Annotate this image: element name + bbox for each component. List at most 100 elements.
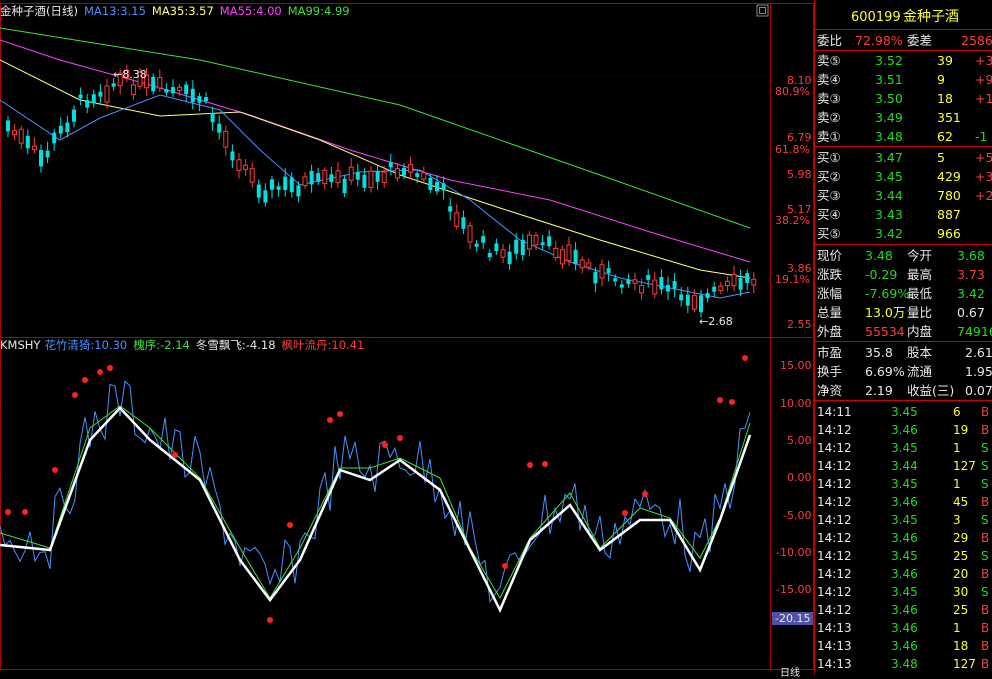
indicator-value-3: 冬雪飘飞:-4.18 <box>195 338 276 352</box>
fund-label: 市盈 <box>817 345 843 360</box>
ask-price: 3.49 <box>875 110 903 125</box>
signal-dot <box>622 510 628 516</box>
window-toggle-button[interactable] <box>756 4 769 17</box>
tick-volume: 1 <box>953 441 961 455</box>
candle-body <box>474 243 479 247</box>
indicator-line-blue <box>0 380 751 604</box>
candle-body <box>190 88 195 103</box>
candle-body <box>679 294 684 301</box>
candle-body <box>705 292 710 299</box>
candle-body <box>500 249 506 258</box>
divider <box>815 50 992 51</box>
candle-body <box>381 171 387 183</box>
tick-side: S <box>981 459 989 473</box>
tick-price: 3.46 <box>891 621 918 635</box>
tick-side: B <box>981 639 990 653</box>
period-label[interactable]: 日线 <box>780 668 800 679</box>
tick-volume: 3 <box>953 513 961 527</box>
candle-body <box>210 113 215 123</box>
tick-time: 14:13 <box>817 639 852 653</box>
candle-body <box>243 164 249 170</box>
indicator-axis-label: 0.00 <box>787 471 812 484</box>
bid-change: +35 <box>975 169 992 184</box>
candle-body <box>25 135 30 149</box>
tick-side: B <box>981 495 990 509</box>
bid-change: +5 <box>975 150 992 165</box>
candle-body <box>151 76 156 92</box>
candle-body <box>52 132 57 144</box>
candle-body <box>428 177 433 191</box>
price-axis-label: 8.10 <box>787 74 812 87</box>
candle-body <box>65 122 70 133</box>
signal-dot <box>382 442 388 448</box>
signal-dot <box>502 563 508 569</box>
tick-time: 14:12 <box>817 531 852 545</box>
quote-label: 涨幅 <box>817 286 843 301</box>
candle-body <box>39 150 43 167</box>
ask-label: 卖③ <box>817 91 841 106</box>
quote-label: 内盘 <box>907 324 933 339</box>
signal-dot <box>337 411 343 417</box>
indicator-current-value: -20.15 <box>772 612 814 625</box>
quote-value: 0.67 <box>957 305 985 320</box>
candle-body <box>738 277 743 290</box>
candle-body <box>553 247 559 258</box>
tick-side: S <box>981 441 989 455</box>
quote-value: 74916 <box>957 324 992 339</box>
ma13-value: MA13:3.15 <box>83 4 146 18</box>
price-axis-label: 80.9% <box>775 85 810 98</box>
quote-label: 今开 <box>907 248 933 263</box>
candle-body <box>724 280 730 287</box>
candle-body <box>375 170 380 182</box>
signal-dot <box>172 452 178 458</box>
indicator-axis-label: -15.00 <box>776 583 812 596</box>
candle-body <box>745 273 750 283</box>
tick-volume: 29 <box>953 531 969 545</box>
candle-body <box>421 172 427 180</box>
candle-body <box>619 284 624 288</box>
price-axis-label: 5.17 <box>787 203 812 216</box>
ask-price: 3.51 <box>875 72 903 87</box>
candle-body <box>507 251 512 265</box>
tick-time: 14:13 <box>817 657 852 671</box>
ask-change: +39 <box>975 53 992 68</box>
candle-body <box>111 83 116 87</box>
tick-row: 14:12 3.45 1 S <box>815 439 992 457</box>
candle-body <box>448 206 453 212</box>
chart-area[interactable]: 金种子酒(日线) MA13:3.15 MA35:3.57 MA55:4.00 MA99:… <box>0 0 814 679</box>
tick-time: 14:12 <box>817 459 852 473</box>
candle-body <box>256 184 261 198</box>
quote-value: 55534 <box>865 324 905 339</box>
ask-change: +9 <box>975 72 992 87</box>
stock-code: 600199 <box>851 10 901 25</box>
candle-body <box>316 173 321 182</box>
diff-value: 2586 <box>961 33 992 48</box>
fund-label: 换手 <box>817 364 843 379</box>
tick-price: 3.46 <box>891 567 918 581</box>
bid-price: 3.44 <box>875 188 903 203</box>
candle-body <box>461 217 466 229</box>
ma13-line <box>0 94 751 299</box>
candle-body <box>514 239 519 254</box>
candle-body <box>685 294 690 306</box>
tick-time: 14:12 <box>817 441 852 455</box>
ask-row: 卖④ 3.51 9 +9 <box>815 70 992 89</box>
candle-body <box>731 273 737 287</box>
candle-body <box>164 88 169 93</box>
candle-body <box>58 125 63 134</box>
tick-row: 14:13 3.48 127 B <box>815 655 992 673</box>
chart-canvas[interactable] <box>0 0 814 674</box>
ask-label: 卖② <box>817 110 841 125</box>
bid-volume: 966 <box>937 226 961 241</box>
tick-price: 3.44 <box>891 459 918 473</box>
bid-volume: 887 <box>937 207 961 222</box>
candle-body <box>309 170 314 185</box>
tick-price: 3.46 <box>891 531 918 545</box>
tick-price: 3.46 <box>891 495 918 509</box>
quote-row: 涨幅 -7.69% 最低 3.42 <box>815 284 992 303</box>
signal-dot <box>52 467 58 473</box>
ratio-label: 委比 <box>817 33 843 48</box>
candle-body <box>394 168 400 179</box>
tick-time: 14:12 <box>817 423 852 437</box>
candle-body <box>699 295 703 313</box>
